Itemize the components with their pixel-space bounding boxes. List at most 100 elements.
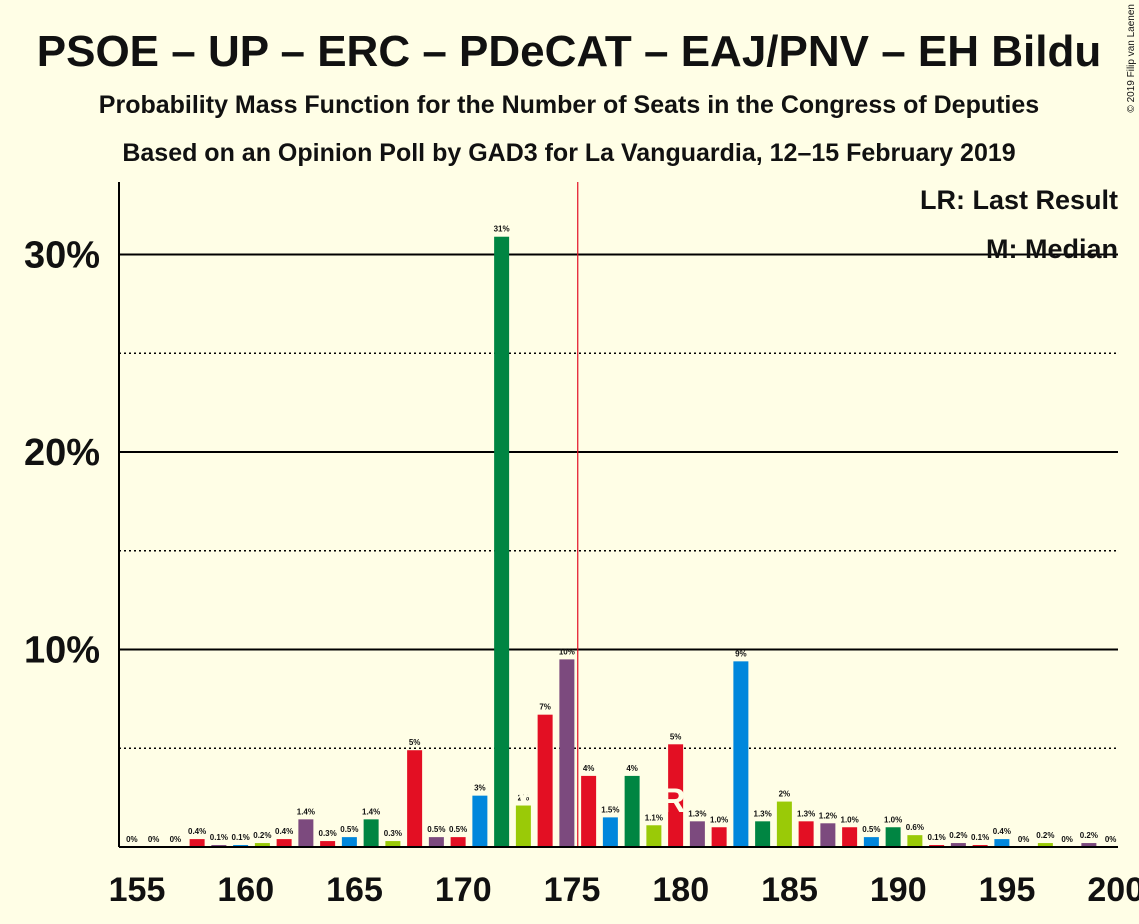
bar-value-label: 0.2%	[1080, 831, 1098, 840]
bar	[341, 837, 357, 847]
bar	[363, 819, 379, 847]
bar	[581, 775, 597, 847]
x-tick-label: 200	[1087, 871, 1139, 909]
bar-value-label: 1.4%	[362, 807, 380, 816]
bar	[450, 837, 466, 847]
bar-value-label: 1.3%	[754, 809, 772, 818]
bar	[907, 835, 923, 847]
bar-value-label: 0.2%	[1036, 831, 1054, 840]
bar-value-label: 0.4%	[993, 827, 1011, 836]
last-result-marker: LR	[640, 782, 685, 820]
bar-value-label: 1.2%	[819, 811, 837, 820]
annotation-markers: M LR	[508, 182, 686, 847]
bar	[320, 841, 336, 847]
legend-last-result: LR: Last Result	[920, 185, 1118, 215]
y-tick-label: 10%	[24, 630, 100, 672]
bar-value-label: 3%	[474, 784, 486, 793]
bar	[254, 843, 270, 847]
bar	[842, 827, 858, 847]
bar	[428, 837, 444, 847]
bar	[385, 841, 401, 847]
x-tick-label: 170	[435, 871, 492, 909]
bar	[776, 801, 792, 847]
bar	[711, 827, 727, 847]
bar-value-label: 1.4%	[297, 807, 315, 816]
x-tick-label: 160	[217, 871, 274, 909]
bar-value-label: 0.5%	[862, 825, 880, 834]
bar-value-label: 1.3%	[797, 809, 815, 818]
bar	[472, 795, 488, 847]
bar	[733, 661, 749, 847]
bar-value-label: 0%	[170, 835, 182, 844]
bar-series: 0% 0% 0%0.4%0.1% 0.1% 0.2% 0.4%1.4%0.3% 0.5%1.…	[126, 225, 1117, 848]
bar	[1081, 843, 1097, 847]
bar-value-label: 0.1%	[928, 833, 946, 842]
bar-value-label: 1.3%	[688, 809, 706, 818]
bar-value-label: 1.0%	[710, 815, 728, 824]
chart-title: PSOE – UP – ERC – PDeCAT – EAJ/PNV – EH …	[37, 27, 1101, 76]
x-tick-label: 190	[870, 871, 927, 909]
bar-value-label: 1.5%	[601, 805, 619, 814]
bar	[994, 839, 1010, 847]
bar	[189, 839, 205, 847]
x-tick-label: 195	[979, 871, 1036, 909]
copyright-note: © 2019 Filip van Laenen	[1126, 4, 1137, 113]
x-tick-label: 185	[761, 871, 818, 909]
bar	[494, 236, 510, 848]
bar	[602, 817, 618, 847]
bar-value-label: 4%	[583, 764, 595, 773]
bar-value-label: 0.5%	[427, 825, 445, 834]
bar	[646, 825, 662, 847]
bar-value-label: 0.4%	[275, 827, 293, 836]
bar	[755, 821, 771, 847]
y-tick-label: 20%	[24, 432, 100, 474]
x-tick-label: 175	[544, 871, 601, 909]
bar-value-label: 0.2%	[253, 831, 271, 840]
bar	[1037, 843, 1053, 847]
chart-subtitle-1: Probability Mass Function for the Number…	[99, 91, 1039, 119]
bar-value-label: 0.2%	[949, 831, 967, 840]
bar-value-label: 7%	[539, 703, 551, 712]
bar	[559, 659, 575, 847]
bar	[668, 744, 684, 847]
bar-value-label: 1.0%	[884, 815, 902, 824]
x-tick-label: 155	[109, 871, 166, 909]
bar-value-label: 1.1%	[645, 813, 663, 822]
bar-value-label: 0.4%	[188, 827, 206, 836]
x-tick-label: 165	[326, 871, 383, 909]
bar-value-label: 0%	[1105, 835, 1117, 844]
bar-value-label: 31%	[494, 225, 510, 234]
bar-value-label: 0%	[148, 835, 160, 844]
y-tick-label: 30%	[24, 235, 100, 277]
bar-value-label: 0.1%	[971, 833, 989, 842]
axes: 155 160 165 170 175 180 185 190 195 200 10% 20% 30%	[24, 182, 1139, 909]
bar	[863, 837, 879, 847]
bar	[537, 714, 553, 847]
x-tick-label: 180	[652, 871, 709, 909]
bar-value-label: 0.3%	[384, 829, 402, 838]
bar-value-label: 4%	[626, 764, 638, 773]
bar	[950, 843, 966, 847]
bar-value-label: 0%	[126, 835, 138, 844]
bar-value-label: 0.5%	[340, 825, 358, 834]
bar	[689, 821, 705, 847]
bar-value-label: 0%	[1018, 835, 1030, 844]
bar-value-label: 2%	[779, 790, 791, 799]
bar	[298, 819, 314, 847]
bar-value-label: 10%	[559, 647, 575, 656]
bar-value-label: 5%	[409, 738, 421, 747]
bar-value-label: 5%	[670, 732, 682, 741]
legend-median: M: Median	[986, 234, 1118, 264]
bar-value-label: 2%	[518, 794, 530, 803]
chart-subtitle-2: Based on an Opinion Poll by GAD3 for La …	[122, 139, 1015, 167]
bar	[407, 750, 423, 847]
bar-value-label: 0.3%	[319, 829, 337, 838]
gridlines	[119, 253, 1118, 749]
bar-value-label: 0.6%	[906, 823, 924, 832]
bar	[624, 775, 640, 847]
bar-value-label: 0.1%	[232, 833, 250, 842]
bar-value-label: 0.5%	[449, 825, 467, 834]
bar	[515, 805, 531, 847]
bar	[276, 839, 292, 847]
